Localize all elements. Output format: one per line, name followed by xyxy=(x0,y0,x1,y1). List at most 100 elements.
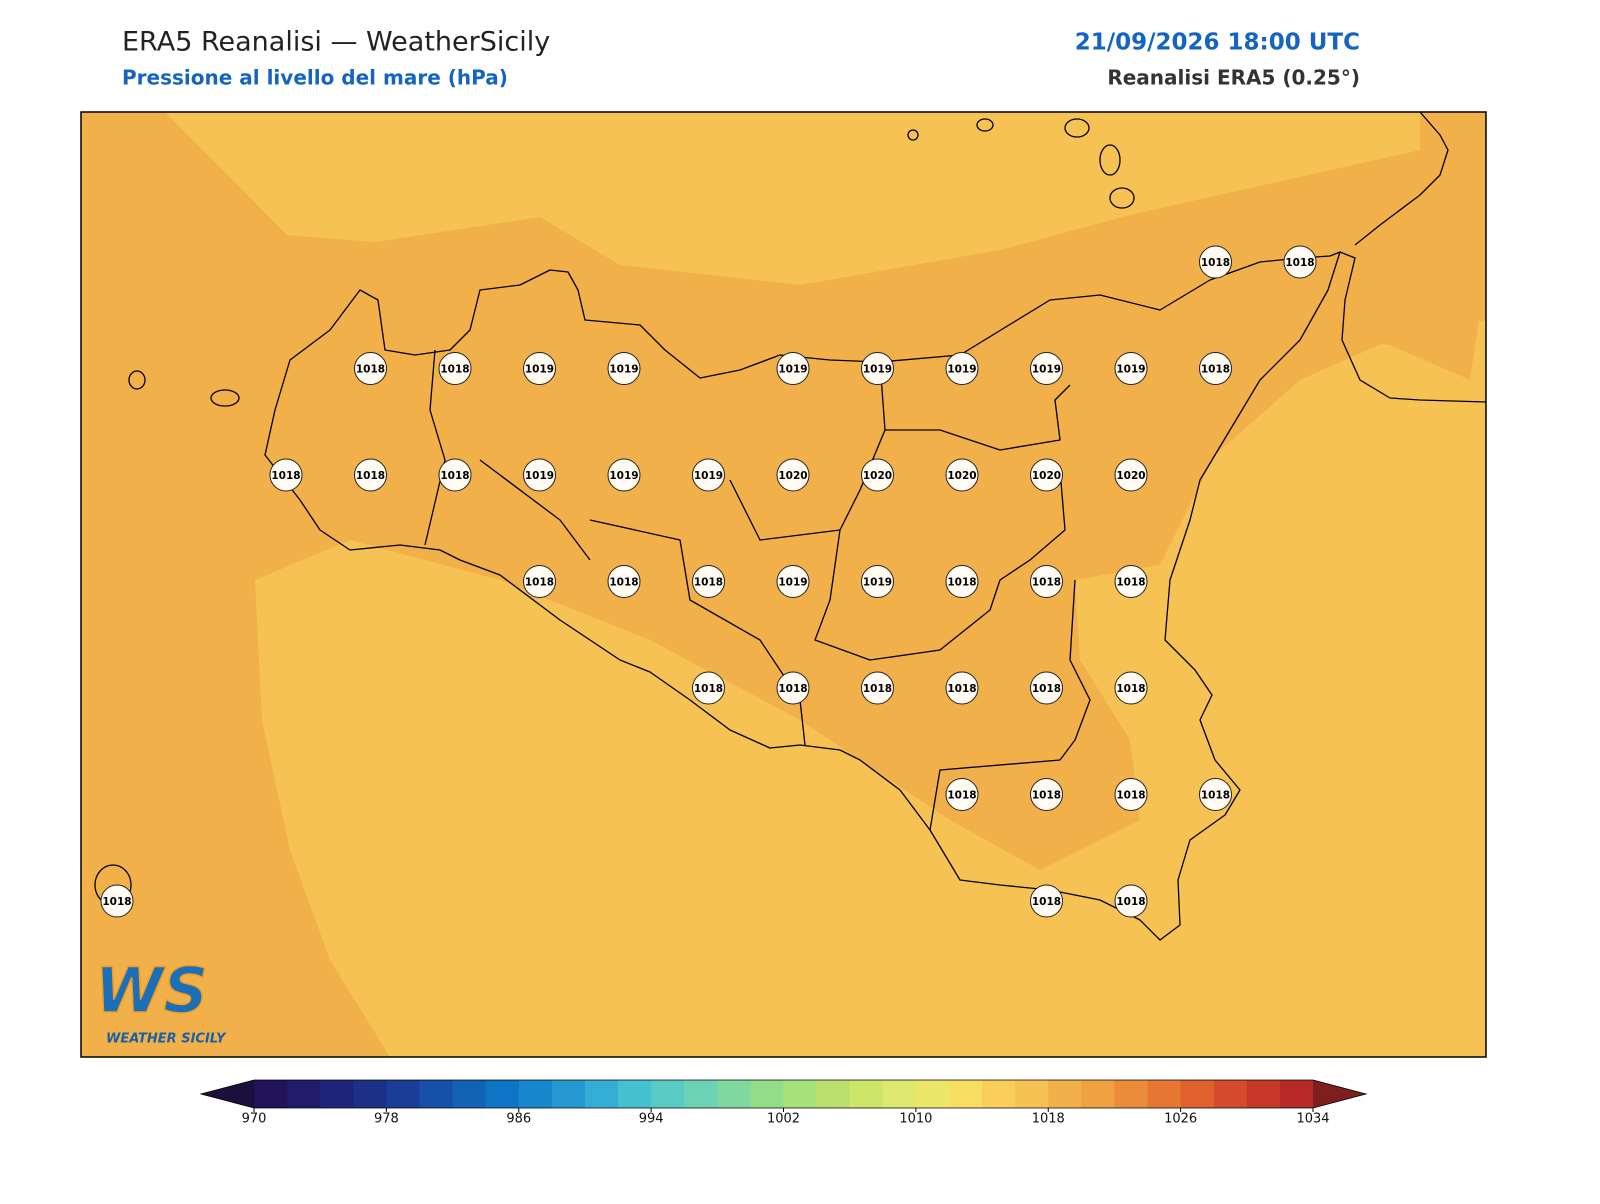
station-value: 1018 xyxy=(356,364,385,376)
station-marker xyxy=(945,458,979,492)
colorbar-bin xyxy=(982,1080,1016,1108)
colorbar-tick-label: 978 xyxy=(374,1112,399,1127)
station-marker xyxy=(776,565,810,598)
station-marker xyxy=(438,352,472,385)
stations: 1018 1018 1018 1018 1019 1019 1019 1019 1019 1019… xyxy=(100,245,1317,918)
colorbar-over xyxy=(1313,1080,1366,1108)
colorbar-bin xyxy=(1213,1080,1248,1108)
pressure-field xyxy=(255,320,1486,1057)
station-marker xyxy=(861,458,894,492)
station-value: 1018 xyxy=(440,470,469,482)
station-marker xyxy=(438,458,472,492)
colorbar-bin xyxy=(849,1080,884,1108)
colorbar-tick-label: 1026 xyxy=(1164,1112,1197,1127)
station-value: 1018 xyxy=(863,683,892,695)
station-value: 1018 xyxy=(1032,577,1061,589)
station-value: 1019 xyxy=(947,364,976,376)
station-marker xyxy=(692,565,725,598)
station-marker xyxy=(692,458,725,492)
station-value: 1020 xyxy=(1116,470,1145,482)
colorbar-bin xyxy=(816,1080,851,1108)
station-marker xyxy=(945,671,979,705)
station-value: 1018 xyxy=(1032,896,1061,908)
station-marker xyxy=(607,458,641,492)
coastline xyxy=(264,251,1341,941)
island xyxy=(1109,187,1135,209)
station-value: 1018 xyxy=(1116,683,1145,695)
logo-mark: WS xyxy=(95,954,208,1027)
colorbar-bin xyxy=(485,1080,520,1108)
station-marker xyxy=(1199,352,1232,385)
colorbar-bin xyxy=(1246,1080,1281,1108)
colorbar-tick-label: 1002 xyxy=(767,1112,800,1127)
colorbar-bin xyxy=(287,1080,321,1108)
colorbar-bin xyxy=(320,1080,354,1108)
colorbar-bin xyxy=(684,1080,718,1108)
colorbar-under xyxy=(201,1080,254,1108)
colorbar-tick-label: 994 xyxy=(639,1112,664,1127)
station-value: 1019 xyxy=(609,470,638,482)
colorbar: 970 978 986 994 1002 1010 1018 1026 1034 xyxy=(199,1079,1368,1127)
station-value: 1019 xyxy=(525,364,554,376)
station-value: 1018 xyxy=(947,577,976,589)
colorbar-bin xyxy=(1048,1080,1082,1108)
station-value: 1018 xyxy=(271,470,300,482)
island xyxy=(907,129,919,141)
station-value: 1018 xyxy=(1116,577,1145,589)
province-border xyxy=(424,349,1091,831)
source: Reanalisi ERA5 (0.25°) xyxy=(1107,66,1360,90)
station-marker xyxy=(1030,671,1063,705)
station-marker xyxy=(1030,884,1063,918)
station-marker xyxy=(945,565,979,598)
colorbar-bin xyxy=(717,1080,751,1108)
island xyxy=(976,118,994,132)
colorbar-bin xyxy=(452,1080,487,1108)
logo-name: WEATHER SICILY xyxy=(106,1032,227,1047)
colorbar-tick-label: 1010 xyxy=(899,1112,932,1127)
station-value: 1018 xyxy=(778,683,807,695)
station-value: 1019 xyxy=(1032,364,1061,376)
station-marker xyxy=(1114,458,1148,492)
station-value: 1018 xyxy=(609,577,638,589)
colorbar-bin xyxy=(353,1080,387,1108)
pressure-field xyxy=(1345,175,1486,380)
station-value: 1018 xyxy=(440,364,469,376)
station-marker xyxy=(1030,565,1063,598)
station-marker xyxy=(523,352,556,385)
station-marker xyxy=(1114,352,1148,385)
datetime: 21/09/2026 18:00 UTC xyxy=(1075,30,1360,56)
station-marker xyxy=(1030,458,1063,492)
station-marker xyxy=(1030,778,1063,811)
station-marker xyxy=(776,352,810,385)
station-value: 1018 xyxy=(102,896,131,908)
station-marker xyxy=(861,352,894,385)
station-value: 1019 xyxy=(1116,364,1145,376)
station-value: 1018 xyxy=(1032,683,1061,695)
station-value: 1018 xyxy=(1201,790,1230,802)
station-marker xyxy=(945,778,979,811)
colorbar-bin xyxy=(551,1080,586,1108)
station-value: 1018 xyxy=(1116,896,1145,908)
station-value: 1019 xyxy=(525,470,554,482)
colorbar-bin xyxy=(651,1080,685,1108)
colorbar-bin xyxy=(1114,1080,1149,1108)
island xyxy=(128,370,146,390)
station-marker xyxy=(354,352,387,385)
colorbar-tick-label: 970 xyxy=(242,1112,267,1127)
colorbar-bin xyxy=(254,1080,288,1108)
pressure-field xyxy=(165,112,1420,285)
colorbar-bin xyxy=(584,1080,619,1108)
station-marker xyxy=(776,458,810,492)
station-value: 1019 xyxy=(609,364,638,376)
logo: WS WEATHER SICILY xyxy=(94,953,227,1047)
island xyxy=(1064,118,1090,138)
colorbar-bin xyxy=(1147,1080,1182,1108)
station-marker xyxy=(861,565,894,598)
colorbar-bin xyxy=(518,1080,553,1108)
station-value: 1019 xyxy=(694,470,723,482)
station-marker xyxy=(1114,565,1148,598)
station-value: 1020 xyxy=(947,470,976,482)
station-value: 1018 xyxy=(694,683,723,695)
